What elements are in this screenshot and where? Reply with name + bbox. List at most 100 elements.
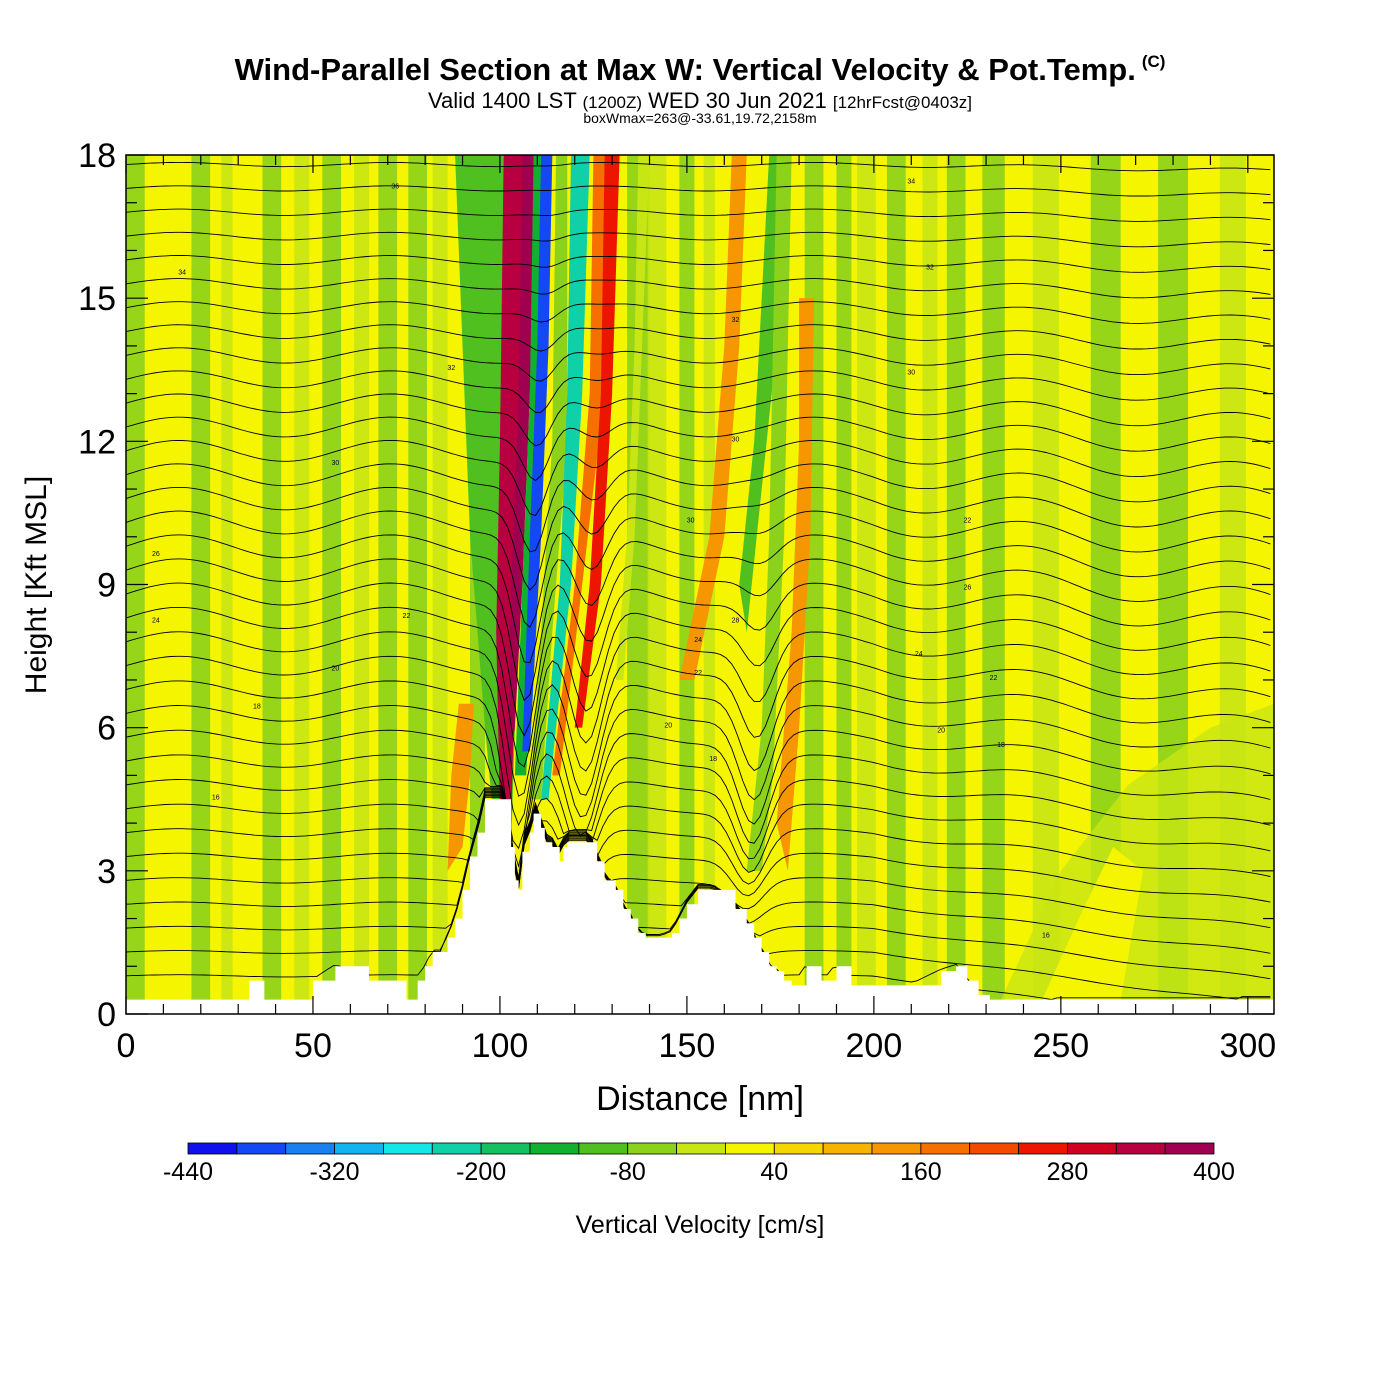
velocity-cell xyxy=(922,155,938,1014)
theta-contour-label: 20 xyxy=(937,727,945,734)
theta-contour-label: 22 xyxy=(990,675,998,682)
theta-contour-label: 32 xyxy=(732,317,740,324)
theta-contour-label: 18 xyxy=(997,742,1005,749)
theta-contour-label: 30 xyxy=(907,370,915,377)
colorbar-swatch xyxy=(1067,1142,1117,1155)
y-axis-label: Height [Kft MSL] xyxy=(20,476,53,694)
theta-contour-line xyxy=(126,370,1271,413)
terrain-profile xyxy=(126,799,1274,1014)
velocity-cell xyxy=(522,155,553,752)
theta-contour-line xyxy=(126,301,1271,324)
theta-contour-line xyxy=(126,582,1271,737)
theta-contour-label: 22 xyxy=(403,613,411,620)
theta-contour-line xyxy=(126,789,1271,885)
theta-contour-label: 24 xyxy=(152,618,160,625)
theta-contour-line xyxy=(126,631,1271,797)
chart-title-text: Wind-Parallel Section at Max W: Vertical… xyxy=(234,52,1136,87)
theta-contour-line xyxy=(126,795,1271,1000)
x-tick-label: 250 xyxy=(1032,1027,1089,1065)
velocity-cell xyxy=(836,155,852,1014)
theta-contour-line xyxy=(126,779,1271,879)
colorbar-swatch xyxy=(285,1142,335,1155)
theta-contour-label: 22 xyxy=(963,517,971,524)
velocity-cell xyxy=(615,155,650,680)
colorbar-swatch xyxy=(529,1142,580,1155)
velocity-cell xyxy=(946,155,966,1014)
colorbar-swatch xyxy=(236,1142,287,1155)
colorbar-swatch xyxy=(969,1142,1019,1155)
colorbar-swatch xyxy=(480,1142,531,1155)
colorbar-swatch xyxy=(431,1142,482,1155)
velocity-cell xyxy=(408,155,428,1014)
theta-contour-label: 26 xyxy=(963,584,971,591)
colorbar-swatch xyxy=(383,1142,433,1155)
forecast-info: [12hrFcst@0403z] xyxy=(832,93,972,112)
x-tick-label: 0 xyxy=(117,1027,136,1065)
y-tick-label: 9 xyxy=(97,567,116,605)
colorbar-swatch xyxy=(627,1142,677,1155)
theta-contour-line xyxy=(126,729,1271,880)
theta-contour-label: 24 xyxy=(694,637,702,644)
x-tick-label: 50 xyxy=(294,1027,332,1065)
x-tick-label: 300 xyxy=(1219,1027,1276,1065)
velocity-cell xyxy=(262,155,282,1014)
theta-contour-line xyxy=(126,680,1271,850)
colorbar-tick-label: -200 xyxy=(456,1158,506,1186)
x-tick-label: 100 xyxy=(472,1027,529,1065)
theta-contour-label: 18 xyxy=(253,704,261,711)
theta-contour-line xyxy=(126,463,1271,553)
velocity-cell xyxy=(529,155,568,800)
colorbar-swatch xyxy=(822,1142,873,1155)
x-axis-label: Distance [nm] xyxy=(596,1080,804,1118)
valid-utc: (1200Z) xyxy=(582,93,643,112)
theta-contour-line xyxy=(126,655,1271,827)
velocity-cell xyxy=(679,155,747,680)
theta-contour-label: 34 xyxy=(178,269,186,276)
y-tick-label: 0 xyxy=(97,996,116,1034)
colorbar-tick-label: -440 xyxy=(163,1158,213,1186)
theta-contour-label: 16 xyxy=(1042,933,1050,940)
theta-contour-label: 28 xyxy=(732,618,740,625)
theta-contour-label: 24 xyxy=(915,651,923,658)
theta-contour-labels: 36 34 32 30 26 24 22 20 18 16 30 32 34 22 26 24 22 20 18 18… xyxy=(152,179,1050,940)
valid-time: Valid 1400 LST xyxy=(427,88,577,113)
theta-contour-line xyxy=(126,161,1271,172)
colorbar-swatch xyxy=(334,1142,384,1155)
colorbar-tick-label: 400 xyxy=(1193,1158,1235,1186)
theta-contour-line xyxy=(126,231,1271,248)
y-tick-label: 12 xyxy=(78,423,116,461)
colorbar-swatch xyxy=(871,1142,922,1155)
velocity-cell xyxy=(541,155,590,800)
velocity-cell xyxy=(647,155,667,1014)
box-wmax-label: boxWmax=263@-33.61,19.72,2158m xyxy=(583,110,817,126)
x-axis: 0 50 100 150 200 250 300 xyxy=(117,155,1276,1065)
y-tick-label: 15 xyxy=(78,280,116,318)
colorbar-tick-label: 280 xyxy=(1047,1158,1089,1186)
terrain-mask xyxy=(126,799,1274,1014)
colorbar-swatch xyxy=(725,1142,775,1155)
velocity-cell xyxy=(746,155,792,871)
y-tick-label: 3 xyxy=(97,853,116,891)
velocity-cell xyxy=(857,155,876,1014)
colorbar-swatch xyxy=(773,1142,824,1155)
colorbar-tick-label: -320 xyxy=(310,1158,360,1186)
theta-contour-line xyxy=(126,794,1271,980)
theta-contour-line xyxy=(126,793,1271,954)
theta-contour-label: 30 xyxy=(687,517,695,524)
theta-contour-label: 32 xyxy=(926,265,934,272)
colorbar-swatch xyxy=(187,1142,238,1155)
velocity-cell xyxy=(294,155,310,1014)
theta-contour-label: 18 xyxy=(709,756,717,763)
theta-contour-line xyxy=(126,792,1271,929)
theta-contour-line xyxy=(126,510,1271,629)
velocity-cell xyxy=(507,155,538,776)
velocity-cell xyxy=(739,155,785,633)
theta-contour-label: 30 xyxy=(732,436,740,443)
theta-contour-line xyxy=(126,558,1271,702)
velocity-cell xyxy=(191,155,211,1014)
velocity-cell xyxy=(552,155,616,776)
theta-contour-label: 20 xyxy=(664,723,672,730)
velocity-cell xyxy=(1032,155,1059,1014)
